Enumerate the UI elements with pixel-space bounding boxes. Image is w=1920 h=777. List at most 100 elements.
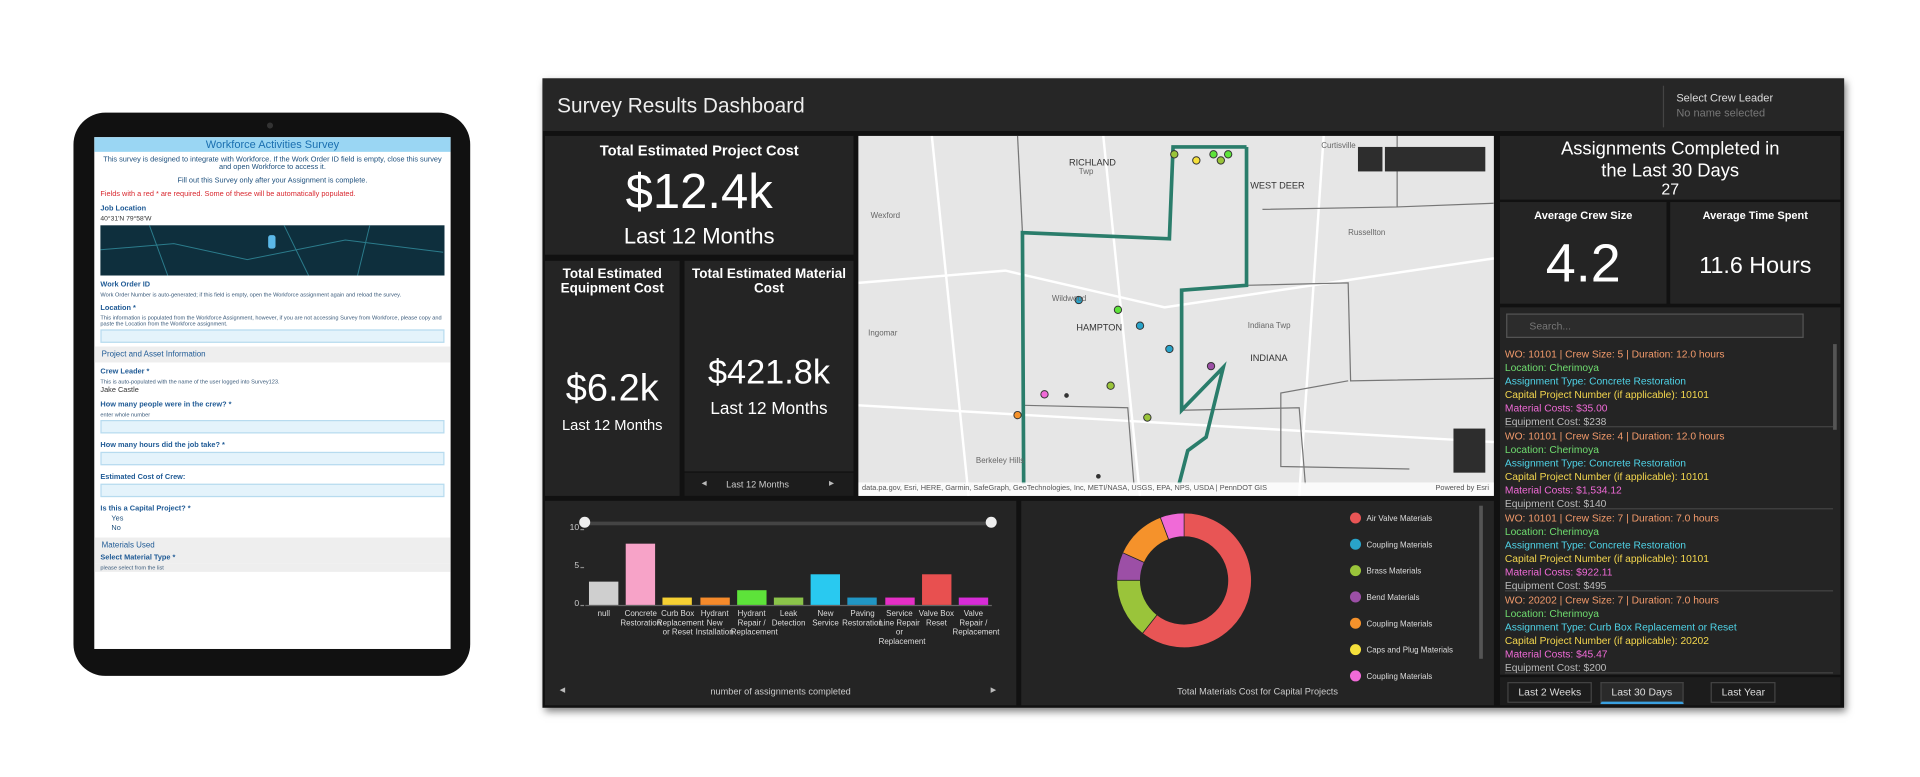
header: Survey Results Dashboard Select Crew Lea… (542, 78, 1845, 132)
section-header[interactable]: Materials Used (94, 537, 451, 554)
indicator-value: $421.8k (707, 352, 830, 391)
donut: Air Valve Materials2,445.76Coupling Mate… (1116, 512, 1454, 682)
x-tick-label: null (597, 609, 610, 619)
list-line: Capital Project Number (if applicable): … (1504, 552, 1709, 565)
slider-handle[interactable] (985, 516, 997, 528)
nav-arrow: ◂ (559, 683, 566, 696)
y-tick-label: 10 (569, 524, 580, 533)
list-item[interactable]: WO: 20202 | Crew Size: 7 | Duration: 7.0… (1504, 593, 1834, 674)
list-line: WO: 20202 | Crew Size: 7 | Duration: 7.0… (1504, 593, 1719, 607)
list-line: WO: 10101 | Crew Size: 4 | Duration: 12.… (1504, 429, 1725, 443)
assignment-list: Search... WO: 10101 | Crew Size: 5 | Dur… (1500, 307, 1841, 675)
list-line: WO: 10101 | Crew Size: 5 | Duration: 12.… (1504, 347, 1725, 361)
attribution-bar: data.pa.gov, Esri, HERE, Garmin, SafeGra… (858, 482, 1494, 496)
bar (810, 574, 841, 605)
list-line: WO: 10101 | Crew Size: 7 | Duration: 7.0… (1504, 511, 1719, 525)
list-line: Assignment Type: Curb Box Replacement or… (1504, 620, 1737, 634)
list-line: Material Costs: $35.00 (1504, 401, 1608, 414)
x-tick-label: Service Line Repair or Replacement (878, 609, 926, 647)
x-tick-label: Valve Repair / Replacement (952, 609, 1000, 637)
list-line: Material Costs: $922.11 (1504, 565, 1613, 578)
x-tick-label: New Service (812, 609, 839, 628)
crew-selector[interactable]: Select Crew Leader No name selected (1662, 85, 1842, 128)
tick-mark (580, 566, 585, 569)
field-label: Estimated Cost of Crew: (100, 473, 186, 482)
indicator: Average Time Spent 11.6 Hours (1670, 202, 1841, 304)
map-label: WEST DEER (1250, 180, 1305, 192)
pie-slice (1122, 516, 1170, 563)
tab[interactable]: Last Year (1710, 682, 1777, 703)
indicator-title: Total Estimated Material Cost (692, 266, 846, 297)
list-line: Equipment Cost: $140 (1504, 497, 1607, 510)
indicator-value: 27 (1661, 180, 1680, 199)
legend-swatch (1350, 565, 1362, 577)
period-selector[interactable]: ◂ Last 12 Months ▸ (684, 472, 854, 496)
indicator: Total Estimated Material Cost $421.8k La… (684, 260, 854, 472)
camera (266, 122, 274, 129)
x-tick-label: Hydrant New Installation (695, 609, 734, 637)
y-tick-label: 0 (574, 600, 580, 609)
list-line: Equipment Cost: $238 (1504, 415, 1607, 428)
indicator-value: $6.2k (565, 366, 659, 409)
chart-title: Total Materials Cost for Capital Project… (1177, 685, 1338, 697)
legend-label: Bend Materials (1367, 593, 1420, 602)
y-tick-label: 5 (574, 562, 580, 571)
number-input[interactable] (100, 420, 445, 434)
axis-line (585, 604, 992, 607)
selector-label: Select Crew Leader (1676, 91, 1774, 105)
dashboard-title: Survey Results Dashboard (557, 94, 805, 118)
scrollbar[interactable] (1833, 344, 1837, 430)
search-box[interactable]: Search... (1506, 313, 1804, 338)
indicator-value: $12.4k (625, 165, 773, 220)
map-label: Berkeley Hills (975, 456, 1025, 466)
tick-mark (580, 528, 585, 531)
bar-chart-panel: 0 5 10 null Concrete Restoration Curb Box Rep… (544, 500, 1017, 706)
tab[interactable]: Last 2 Weeks (1507, 682, 1593, 703)
x-tick-label: Leak Detection (771, 609, 806, 628)
text-input[interactable] (100, 329, 445, 343)
section-header[interactable]: Project and Asset Information (94, 346, 451, 363)
legend-swatch (1350, 670, 1362, 682)
map-label: Wildwood (1051, 295, 1087, 304)
legend-label: Brass Materials (1367, 567, 1422, 576)
slider-handle[interactable] (579, 516, 591, 528)
x-tick-label: Paving Restoration (842, 609, 883, 628)
list-item[interactable]: WO: 10101 | Crew Size: 7 | Duration: 7.0… (1504, 511, 1834, 592)
field-hint: please select from the list (94, 563, 451, 572)
indicator-value: 11.6 Hours (1699, 253, 1812, 280)
legend-label: Caps and Plug Materials (1367, 646, 1454, 655)
legend-swatch (1350, 617, 1362, 629)
location-map (100, 225, 445, 276)
bar (626, 544, 656, 605)
tab[interactable]: Last 30 Days (1600, 682, 1684, 705)
field-label: Select Material Type * (94, 553, 451, 564)
list-line: Assignment Type: Concrete Restoration (1504, 456, 1686, 469)
pie-slice (1159, 512, 1185, 540)
field-value: Jake Castle (100, 386, 139, 395)
x-tick-label: Concrete Restoration (620, 609, 662, 628)
bar (773, 597, 804, 605)
powered-by: Powered by Esri (1435, 484, 1489, 493)
radio-option[interactable]: Yes (111, 515, 124, 523)
tab-bar: Last 2 Weeks Last 30 Days Last Year (1500, 677, 1841, 706)
bar (921, 574, 952, 605)
legend-swatch (1350, 538, 1362, 550)
field-label: Is this a Capital Project? * (100, 505, 191, 514)
number-input[interactable] (100, 483, 445, 498)
field-label: How many people were in the crew? * (100, 401, 232, 409)
list-line: Equipment Cost: $495 (1504, 579, 1607, 592)
map[interactable]: data.pa.gov, Esri, HERE, Garmin, SafeGra… (858, 135, 1494, 496)
x-tick-label: Hydrant Repair / Replacement (730, 609, 778, 637)
list-item[interactable]: WO: 10101 | Crew Size: 4 | Duration: 12.… (1504, 429, 1834, 510)
map-lines (100, 225, 444, 276)
required-note: Fields with a red * are required. Some o… (100, 191, 356, 199)
dashboard: Survey Results Dashboard Select Crew Lea… (542, 78, 1845, 708)
list-line: Assignment Type: Concrete Restoration (1504, 374, 1686, 387)
number-input[interactable] (100, 451, 445, 466)
list-line: Location: Cherimoya (1504, 607, 1599, 620)
radio-option[interactable]: No (111, 525, 121, 533)
indicator: Total Estimated Equipment Cost $6.2k Las… (544, 260, 680, 496)
list-item[interactable]: WO: 10101 | Crew Size: 5 | Duration: 12.… (1504, 347, 1834, 428)
x-tick-label: Curb Box Replacement or Reset (656, 609, 704, 637)
